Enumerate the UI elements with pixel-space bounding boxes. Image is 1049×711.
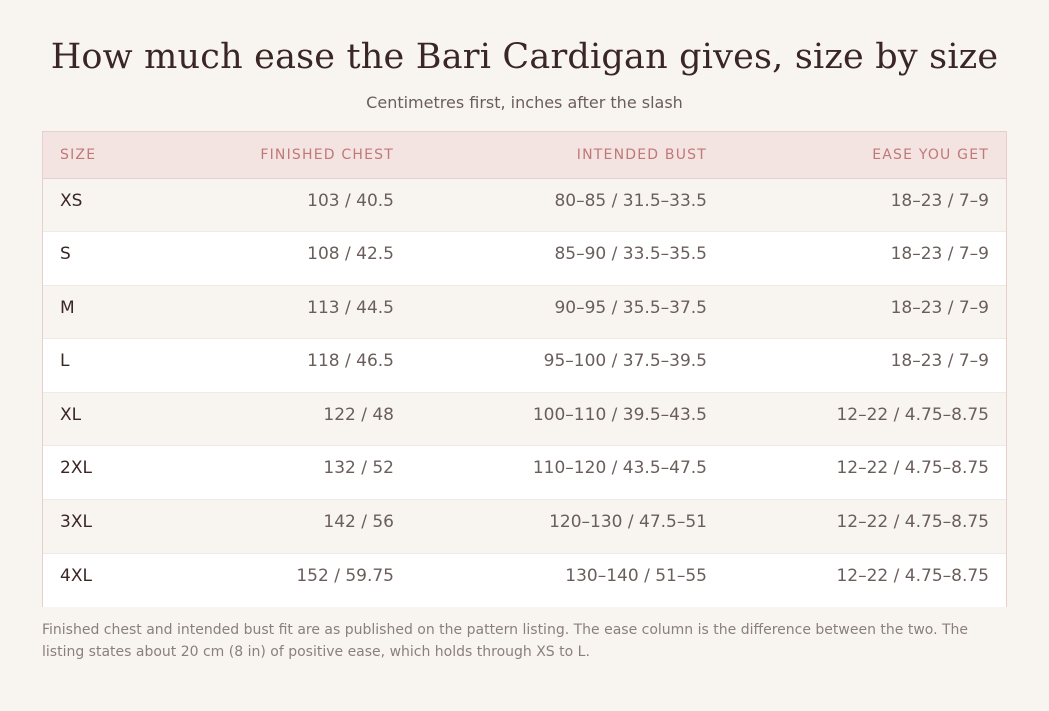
cell-intended-bust: 80–85 / 31.5–33.5 [554, 190, 707, 211]
cell-finished-chest: 118 / 46.5 [307, 351, 394, 372]
table-header-row: SIZE FINISHED CHEST INTENDED BUST EASE Y… [43, 132, 1006, 179]
cell-ease: 18–23 / 7–9 [890, 244, 989, 265]
cell-finished-chest: 113 / 44.5 [307, 297, 394, 318]
cell-finished-chest: 103 / 40.5 [307, 190, 394, 211]
size-table: SIZE FINISHED CHEST INTENDED BUST EASE Y… [43, 132, 1006, 607]
cell-intended-bust: 85–90 / 33.5–35.5 [554, 244, 707, 265]
cell-size: 2XL [60, 458, 92, 479]
cell-intended-bust: 90–95 / 35.5–37.5 [554, 297, 707, 318]
cell-finished-chest: 122 / 48 [323, 404, 394, 425]
table-row: L 118 / 46.5 95–100 / 37.5–39.5 18–23 / … [43, 338, 1006, 393]
cell-size: M [60, 297, 75, 318]
cell-ease: 18–23 / 7–9 [890, 351, 989, 372]
header-ease: EASE YOU GET [724, 132, 1006, 179]
cell-ease: 12–22 / 4.75–8.75 [836, 565, 989, 586]
cell-size: XL [60, 404, 82, 425]
table-row: 2XL 132 / 52 110–120 / 43.5–47.5 12–22 /… [43, 445, 1006, 500]
cell-size: L [60, 351, 70, 372]
cell-intended-bust: 100–110 / 39.5–43.5 [532, 404, 707, 425]
table-row: M 113 / 44.5 90–95 / 35.5–37.5 18–23 / 7… [43, 285, 1006, 339]
footnote: Finished chest and intended bust fit are… [42, 622, 969, 660]
table-row: 4XL 152 / 59.75 130–140 / 51–55 12–22 / … [43, 553, 1006, 607]
cell-intended-bust: 95–100 / 37.5–39.5 [543, 351, 707, 372]
table-row: 3XL 142 / 56 120–130 / 47.5–51 12–22 / 4… [43, 499, 1006, 554]
cell-size: S [60, 244, 71, 265]
cell-ease: 12–22 / 4.75–8.75 [836, 404, 989, 425]
cell-size: 4XL [60, 565, 92, 586]
header-finished-chest: FINISHED CHEST [171, 132, 411, 179]
cell-ease: 18–23 / 7–9 [890, 297, 989, 318]
cell-finished-chest: 142 / 56 [323, 512, 394, 533]
cell-intended-bust: 110–120 / 43.5–47.5 [532, 458, 707, 479]
cell-finished-chest: 152 / 59.75 [296, 565, 394, 586]
cell-finished-chest: 132 / 52 [323, 458, 394, 479]
cell-ease: 18–23 / 7–9 [890, 190, 989, 211]
cell-intended-bust: 120–130 / 47.5–51 [549, 512, 707, 533]
header-size: SIZE [43, 132, 171, 179]
cell-ease: 12–22 / 4.75–8.75 [836, 512, 989, 533]
table-row: S 108 / 42.5 85–90 / 33.5–35.5 18–23 / 7… [43, 231, 1006, 286]
header-intended-bust: INTENDED BUST [411, 132, 724, 179]
cell-size: 3XL [60, 512, 92, 533]
table-row: XL 122 / 48 100–110 / 39.5–43.5 12–22 / … [43, 392, 1006, 446]
cell-finished-chest: 108 / 42.5 [307, 244, 394, 265]
table-row: XS 103 / 40.5 80–85 / 31.5–33.5 18–23 / … [43, 178, 1006, 232]
cell-size: XS [60, 190, 83, 211]
page-subtitle: Centimetres first, inches after the slas… [366, 93, 683, 112]
cell-ease: 12–22 / 4.75–8.75 [836, 458, 989, 479]
size-table-container: SIZE FINISHED CHEST INTENDED BUST EASE Y… [42, 131, 1007, 607]
page-title: How much ease the Bari Cardigan gives, s… [50, 37, 999, 77]
cell-intended-bust: 130–140 / 51–55 [565, 565, 707, 586]
